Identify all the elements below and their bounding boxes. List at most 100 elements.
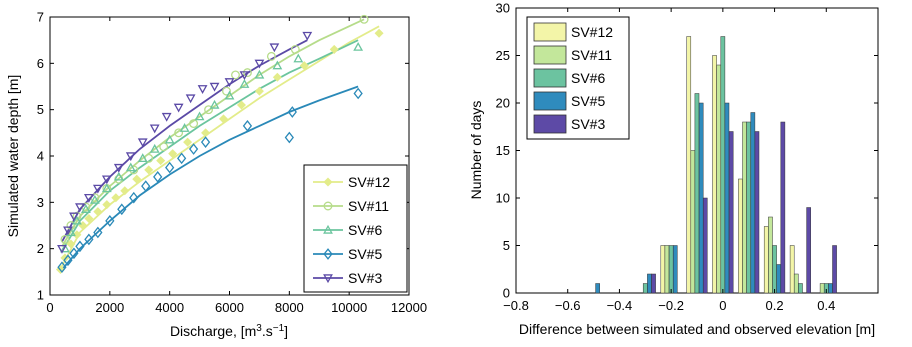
point-sv5 [93, 226, 103, 239]
y-tick-label: 30 [496, 1, 510, 16]
point-sv12 [183, 137, 193, 147]
right-y-axis-label: Number of days [468, 101, 484, 200]
point-sv11 [359, 14, 369, 24]
bar-sv5 [698, 102, 704, 294]
point-sv5 [69, 247, 79, 260]
x-tick-label: −0.6 [555, 298, 581, 313]
bar-sv5 [647, 273, 652, 294]
y-tick-label: 25 [496, 48, 510, 63]
point-sv5 [177, 152, 187, 165]
point-sv12 [299, 61, 309, 71]
legend-label-sv12: SV#12 [571, 24, 613, 40]
y-tick-label: 15 [496, 143, 510, 158]
point-sv3 [149, 124, 160, 134]
point-sv6 [137, 153, 148, 163]
bar-sv12 [789, 245, 795, 294]
bar-sv3 [754, 131, 760, 294]
fit-line-sv12 [58, 25, 380, 273]
point-sv6 [60, 243, 70, 253]
point-sv11 [290, 44, 300, 54]
bar-sv3 [832, 245, 837, 294]
bar-sv11 [819, 283, 825, 294]
legend-marker-sv5 [323, 248, 333, 260]
point-sv5 [188, 143, 199, 155]
point-sv3 [254, 59, 265, 69]
point-sv6 [164, 134, 175, 144]
point-sv3 [101, 175, 112, 185]
y-tick-label: 7 [37, 10, 44, 25]
bar-sv12 [738, 178, 743, 294]
left-y-axis-label: Simulated water depth [m] [5, 75, 21, 238]
point-sv3 [269, 43, 280, 53]
elevation-difference-histogram: −0.8 −0.6 −0.4 −0.2 0 0.2 0.4 0 5 10 15 20 25 30 Dif… [468, 1, 879, 337]
legend-swatch-sv6 [533, 68, 567, 88]
x-tick-label: 10000 [331, 300, 367, 315]
left-y-ticks: 1 2 3 4 5 6 7 [37, 10, 409, 303]
y-tick-label: 10 [496, 191, 510, 206]
y-tick-label: 4 [37, 149, 44, 164]
left-x-axis-label: Discharge, [m3.s−1] [170, 323, 288, 339]
point-sv5 [75, 240, 85, 253]
bar-sv12 [686, 36, 692, 294]
x-tick-label: 0.2 [766, 298, 784, 313]
point-sv3 [239, 71, 250, 81]
point-sv11 [189, 119, 199, 129]
x-tick-label: 4000 [155, 300, 184, 315]
point-sv6 [149, 143, 160, 153]
y-tick-label: 5 [37, 102, 44, 117]
x-tick-label: 12000 [391, 300, 427, 315]
point-sv11 [159, 142, 169, 152]
bar-sv6 [798, 283, 803, 294]
fit-line-sv6 [61, 39, 359, 252]
point-sv3 [224, 78, 235, 88]
legend-label-sv12: SV#12 [348, 174, 390, 190]
bar-sv6 [668, 245, 674, 294]
point-sv3 [75, 203, 85, 213]
legend-label-sv3: SV#3 [571, 116, 605, 132]
legend-marker-sv6 [323, 224, 333, 234]
point-sv3 [125, 152, 136, 162]
legend-label-sv6: SV#6 [571, 70, 605, 86]
bar-sv5 [828, 283, 833, 294]
point-sv6 [272, 60, 283, 70]
right-x-ticks: −0.8 −0.6 −0.4 −0.2 0 0.2 0.4 [503, 8, 835, 313]
point-sv11 [222, 86, 231, 96]
point-sv5 [63, 254, 73, 267]
point-sv6 [224, 90, 235, 100]
point-sv11 [174, 128, 184, 138]
point-sv6 [353, 41, 364, 51]
point-sv11 [129, 165, 139, 175]
point-sv3 [161, 112, 172, 122]
legend-swatch-sv12 [533, 22, 567, 42]
bar-sv6 [720, 36, 726, 294]
y-tick-label: 3 [37, 195, 44, 210]
point-sv6 [293, 53, 304, 63]
y-tick-label: 0 [503, 286, 510, 301]
legend-label-sv5: SV#5 [348, 246, 382, 262]
point-sv5 [117, 203, 127, 216]
point-sv12 [374, 28, 384, 38]
x-tick-label: 6000 [215, 300, 244, 315]
bar-sv11 [742, 121, 747, 294]
legend-marker-sv11 [323, 201, 333, 211]
point-sv6 [209, 99, 220, 109]
point-sv12 [84, 214, 94, 224]
point-sv12 [168, 149, 178, 159]
point-sv12 [254, 86, 264, 96]
point-sv6 [179, 123, 190, 132]
point-sv3 [185, 94, 196, 104]
bar-sv11 [690, 150, 696, 294]
point-sv3 [92, 184, 103, 194]
bar-sv6 [642, 283, 648, 294]
point-sv3 [57, 244, 67, 254]
point-sv3 [137, 138, 148, 148]
bar-sv5 [595, 283, 600, 294]
point-sv12 [66, 239, 76, 249]
depth-discharge-scatter-chart: 0 2000 4000 6000 8000 10000 12000 1 2 3 4 5 6 7 Disc… [5, 10, 427, 340]
legend-swatch-sv3 [533, 114, 567, 134]
point-sv12 [72, 230, 82, 240]
x-tick-label: 0.4 [817, 298, 835, 313]
point-sv12 [93, 207, 103, 217]
legend-label-sv3: SV#3 [348, 270, 382, 286]
point-sv6 [101, 183, 112, 193]
